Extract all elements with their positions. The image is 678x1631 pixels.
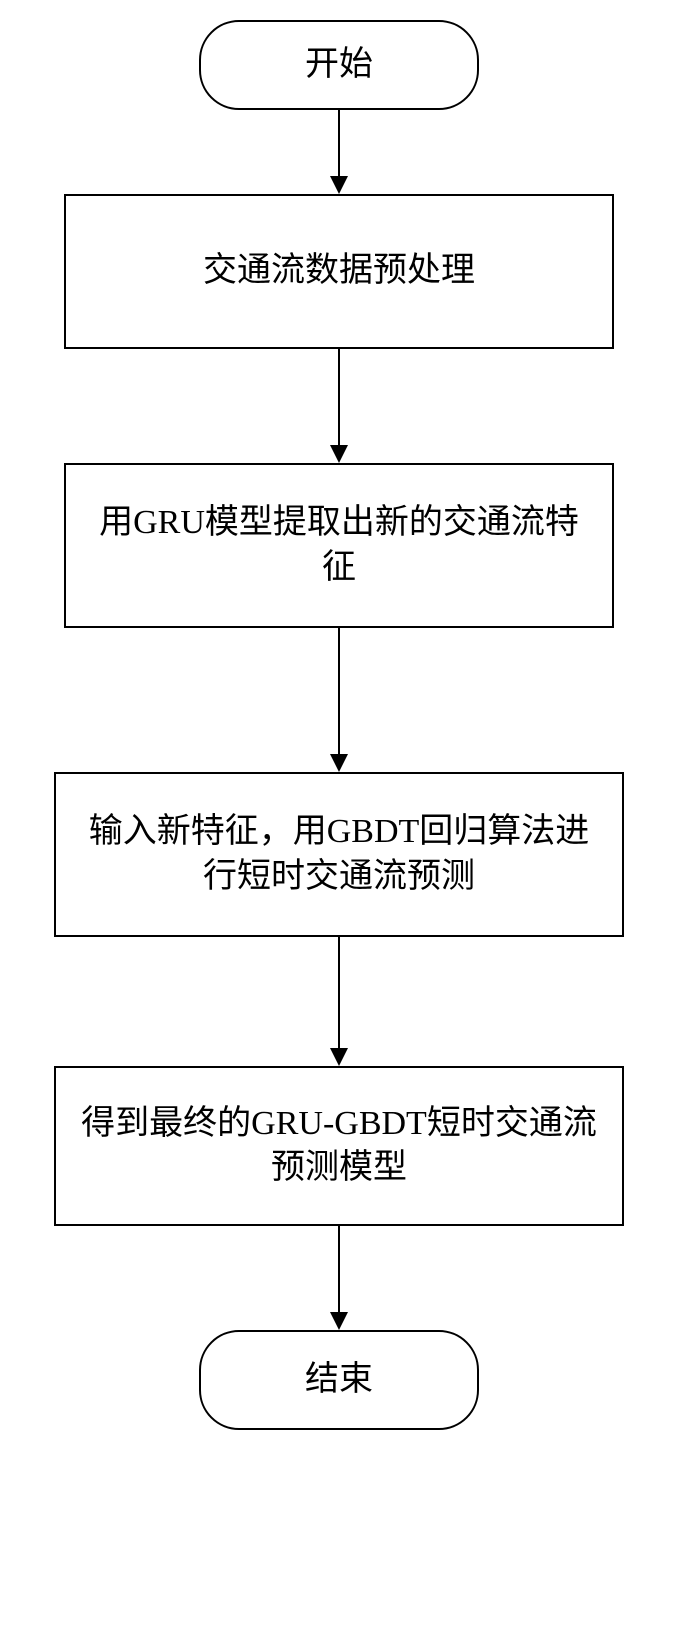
arrow-5 [330,1226,348,1330]
start-label: 开始 [305,43,373,87]
end-label: 结束 [305,1358,373,1402]
process-4-label: 得到最终的GRU-GBDT短时交通流预测模型 [76,1102,602,1190]
start-node: 开始 [199,20,479,110]
arrow-3 [330,628,348,772]
process-1: 交通流数据预处理 [64,194,614,349]
process-2-label: 用GRU模型提取出新的交通流特征 [86,501,592,589]
process-2: 用GRU模型提取出新的交通流特征 [64,463,614,628]
process-1-label: 交通流数据预处理 [203,249,475,293]
process-4: 得到最终的GRU-GBDT短时交通流预测模型 [54,1066,624,1226]
arrow-1 [330,110,348,194]
process-3: 输入新特征，用GBDT回归算法进行短时交通流预测 [54,772,624,937]
arrow-4 [330,937,348,1066]
flowchart-container: 开始 交通流数据预处理 用GRU模型提取出新的交通流特征 输入新特征，用GBDT… [39,20,639,1430]
end-node: 结束 [199,1330,479,1430]
arrow-2 [330,349,348,463]
process-3-label: 输入新特征，用GBDT回归算法进行短时交通流预测 [76,810,602,898]
